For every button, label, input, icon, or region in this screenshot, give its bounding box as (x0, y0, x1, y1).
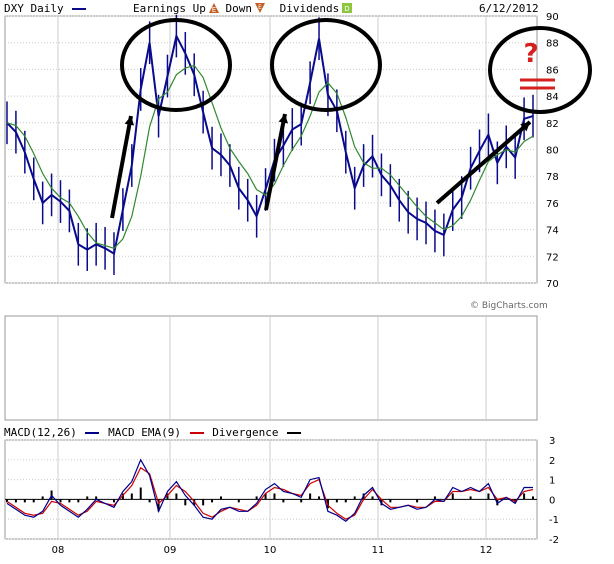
annotation-circle (488, 26, 592, 114)
macd-y-tick-label: 2 (549, 456, 555, 467)
macd-legend: MACD(12,26) MACD EMA(9) Divergence (4, 427, 303, 439)
annotation-arrow (435, 120, 532, 205)
price-y-tick-label: 80 (546, 146, 559, 157)
macd-y-tick-label: -1 (549, 515, 559, 526)
earnings-up-label: Up (192, 2, 206, 15)
macd-swatch (85, 432, 100, 434)
symbol-legend: DXY Daily (4, 3, 88, 15)
interval-label: Daily (30, 2, 64, 15)
earnings-up-icon: E (208, 3, 219, 13)
divergence-legend-label: Divergence (212, 426, 279, 439)
price-y-tick-label: 84 (546, 92, 559, 103)
price-swatch (72, 8, 87, 10)
price-y-tick-label: 72 (546, 252, 559, 263)
x-tick-label: 11 (372, 545, 385, 556)
price-y-tick-label: 82 (546, 119, 559, 130)
macd-panel-frame (4, 439, 538, 540)
macd-y-tick-label: 1 (549, 476, 555, 487)
price-y-tick-label: 90 (546, 12, 559, 23)
price-y-tick-label: 88 (546, 39, 559, 50)
ema-swatch (189, 432, 204, 434)
volume-panel-frame (4, 315, 538, 421)
price-y-tick-label: 76 (546, 199, 559, 210)
macd-legend-label: MACD(12,26) (4, 426, 77, 439)
events-legend: Earnings Up E Down E Dividends D (133, 2, 353, 15)
annotation-arrowhead (278, 114, 288, 124)
price-y-tick-label: 70 (546, 279, 559, 290)
dividends-icon: D (342, 3, 353, 13)
svg-text:E: E (212, 6, 216, 13)
svg-text:E: E (258, 4, 262, 11)
macd-y-tick-label: 0 (549, 495, 555, 506)
macd-y-tick-label: 3 (549, 436, 555, 447)
earnings-label: Earnings (133, 2, 186, 15)
question-mark: ? (523, 39, 538, 69)
price-y-tick-label: 74 (546, 226, 559, 237)
price-line (6, 33, 534, 256)
x-tick-label: 09 (164, 545, 177, 556)
macd-y-tick-label: -2 (549, 535, 559, 546)
price-y-tick-label: 86 (546, 65, 559, 76)
annotation-arrowhead (520, 122, 530, 132)
ema-legend-label: MACD EMA(9) (108, 426, 181, 439)
annotation-arrowhead (124, 116, 135, 126)
svg-text:D: D (345, 5, 350, 13)
x-tick-label: 12 (480, 545, 493, 556)
date-label: 6/12/2012 (479, 2, 539, 15)
earnings-down-label: Down (225, 2, 252, 15)
annotation-circle (120, 18, 232, 112)
annotation-arrow (110, 115, 133, 219)
symbol-label: DXY (4, 2, 24, 15)
earnings-down-icon: E (254, 3, 265, 13)
x-tick-label: 10 (264, 545, 277, 556)
divergence-swatch (287, 432, 302, 434)
annotation-circle (270, 18, 382, 112)
x-tick-label: 08 (52, 545, 65, 556)
annotation-arrow (264, 113, 287, 211)
price-y-tick-label: 78 (546, 172, 559, 183)
macd-line (6, 458, 533, 522)
watermark: © BigCharts.com (470, 301, 548, 311)
dividends-label: Dividends (279, 2, 340, 15)
